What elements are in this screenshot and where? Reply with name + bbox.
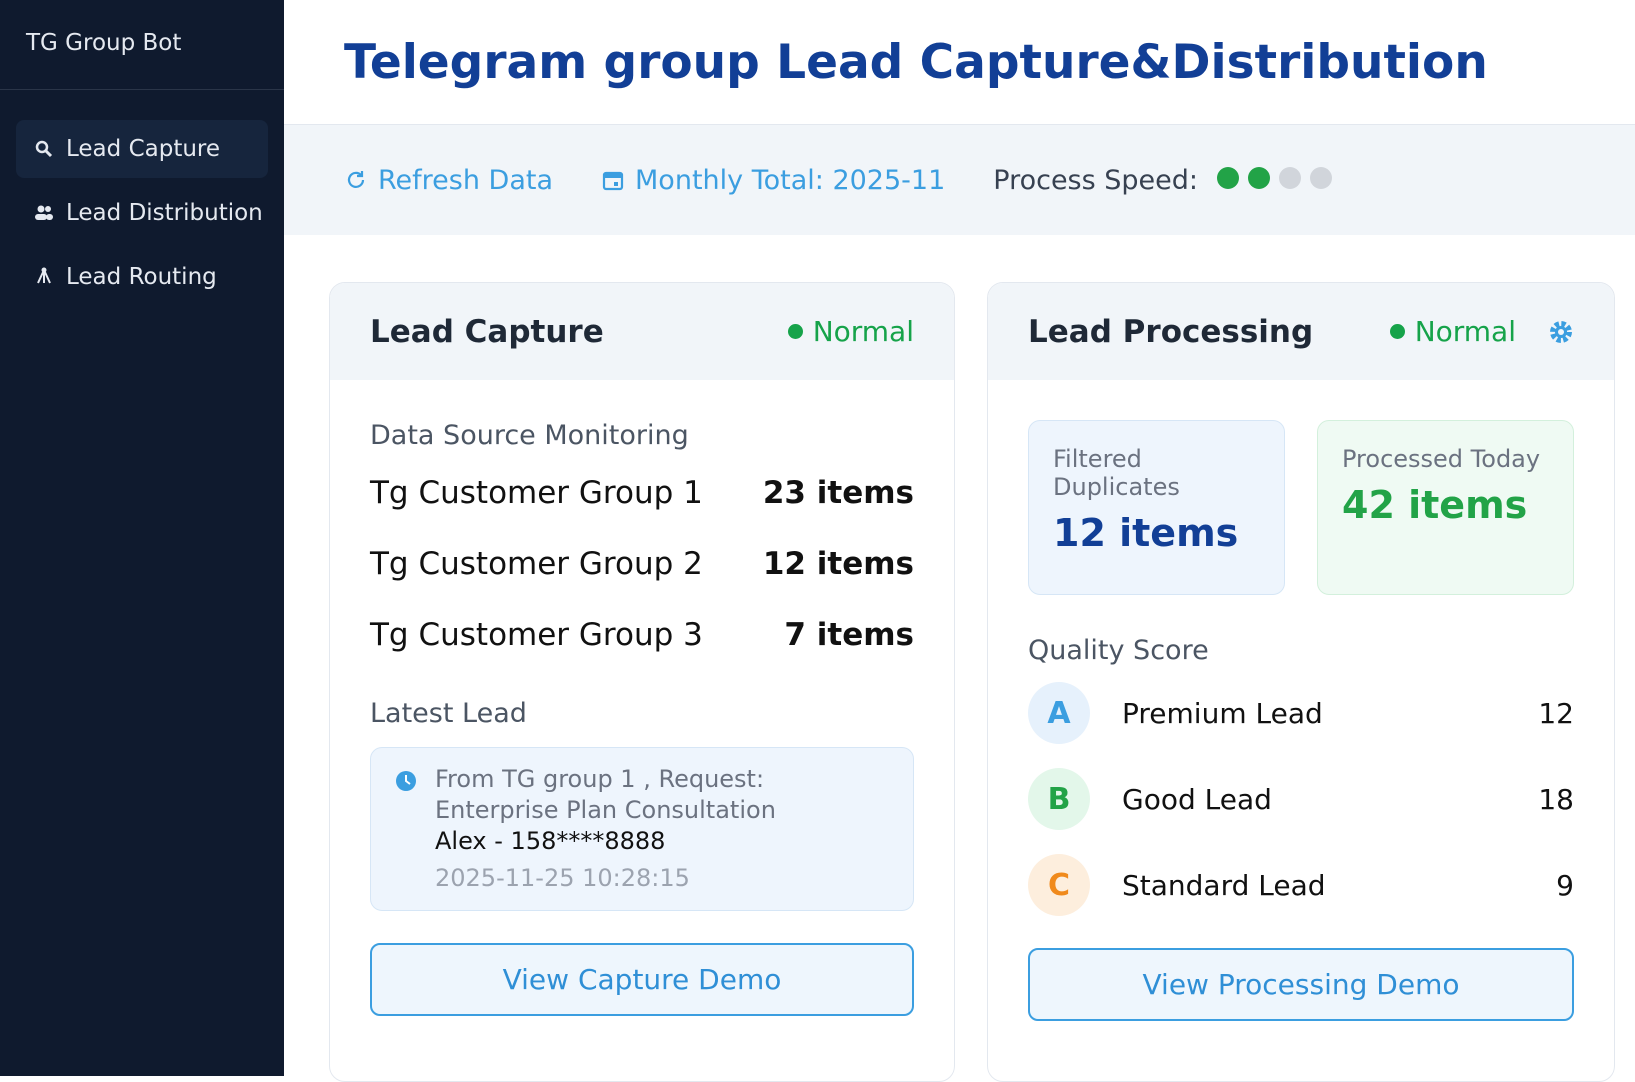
lead-text: From TG group 1 , Request: Enterprise Pl…	[435, 765, 776, 824]
speed-dot	[1279, 166, 1302, 189]
stats: Filtered Duplicates 12 items Processed To…	[1028, 420, 1574, 595]
brand: TG Group Bot	[0, 0, 284, 90]
clock-icon	[396, 771, 416, 791]
source-name: Tg Customer Group 3	[370, 616, 703, 653]
source-row: Tg Customer Group 1 23 items	[370, 457, 914, 528]
processing-demo-button[interactable]: View Processing Demo	[1028, 948, 1574, 1021]
capture-demo-button[interactable]: View Capture Demo	[370, 943, 914, 1016]
stat-box: Filtered Duplicates 12 items	[1028, 420, 1285, 595]
nav-item[interactable]: Lead Capture	[16, 120, 268, 178]
capture-card: Lead Capture Normal Data Source Monitorin…	[329, 282, 955, 1082]
grade-label: Premium Lead	[1122, 696, 1323, 730]
status: Normal	[787, 315, 914, 348]
header: Telegram group Lead Capture&Distribution	[284, 0, 1635, 125]
source-name: Tg Customer Group 1	[370, 474, 703, 511]
speed-dot	[1217, 166, 1240, 189]
grade-label: Good Lead	[1122, 782, 1272, 816]
speed-dots	[1208, 165, 1333, 196]
page-title: Telegram group Lead Capture&Distribution	[344, 35, 1488, 90]
latest-lead: From TG group 1 , Request: Enterprise Pl…	[370, 747, 914, 911]
nav-label: Lead Routing	[66, 264, 217, 290]
toolbar: Refresh Data Monthly Total: 2025-11 Proc…	[284, 125, 1635, 235]
section-heading: Quality Score	[1028, 635, 1209, 666]
settings-icon[interactable]	[1548, 319, 1574, 345]
source-row: Tg Customer Group 2 12 items	[370, 528, 914, 599]
nav-item[interactable]: Lead Distribution	[16, 184, 268, 242]
source-count: 7 items	[784, 616, 914, 653]
speed-dot	[1310, 166, 1333, 189]
source-list: Tg Customer Group 1 23 items Tg Customer G…	[370, 457, 914, 670]
refresh-icon	[347, 171, 365, 188]
calendar-icon	[602, 171, 624, 191]
nav-label: Lead Capture	[66, 136, 221, 162]
stat-value: 12 items	[1053, 511, 1239, 555]
grade-count: 9	[1556, 868, 1574, 902]
card-title: Lead Capture	[370, 313, 604, 350]
grade-row: A Premium Lead 12	[1028, 670, 1574, 756]
speed-label: Process Speed:	[993, 164, 1199, 196]
card-header: Lead Processing Normal	[988, 283, 1614, 380]
lead-time: 2025-11-25 10:28:15	[435, 864, 690, 892]
search-icon	[35, 140, 53, 158]
processing-card: Lead Processing Normal Filtered Duplicate…	[987, 282, 1615, 1082]
routing-icon	[37, 267, 51, 284]
status-text: Normal	[812, 315, 914, 348]
refresh-label: Refresh Data	[378, 164, 554, 196]
users-icon	[35, 205, 53, 220]
grade-row: C Standard Lead 9	[1028, 842, 1574, 928]
monthly-total[interactable]: Monthly Total: 2025-11	[601, 165, 945, 196]
status-text: Normal	[1414, 315, 1516, 348]
section-heading: Data Source Monitoring	[370, 420, 689, 451]
card-body: Data Source Monitoring Tg Customer Group…	[330, 420, 954, 1016]
nav-item[interactable]: Lead Routing	[16, 248, 268, 306]
source-row: Tg Customer Group 3 7 items	[370, 599, 914, 670]
card-body: Filtered Duplicates 12 items Processed To…	[988, 420, 1614, 1021]
nav: Lead Capture Lead Distribution Lead Rout…	[0, 90, 284, 306]
status: Normal	[1389, 315, 1516, 348]
grade-count: 18	[1538, 782, 1574, 816]
grade-row: B Good Lead 18	[1028, 756, 1574, 842]
grade-count: 12	[1538, 696, 1574, 730]
grade-list: A Premium Lead 12 B Good Lead 18 C Standard Lea…	[1028, 670, 1574, 928]
grade-label: Standard Lead	[1122, 868, 1326, 902]
source-count: 12 items	[762, 545, 914, 582]
process-speed: Process Speed:	[993, 164, 1333, 196]
card-header: Lead Capture Normal	[330, 283, 954, 380]
stat-value: 42 items	[1342, 483, 1528, 527]
monthly-label: Monthly Total: 2025-11	[635, 164, 946, 196]
card-title: Lead Processing	[1028, 313, 1314, 350]
section-heading: Latest Lead	[370, 698, 527, 729]
refresh-button[interactable]: Refresh Data	[344, 165, 553, 196]
source-count: 23 items	[762, 474, 914, 511]
stat-label: Filtered Duplicates	[1053, 445, 1180, 501]
speed-dot	[1248, 166, 1271, 189]
grade-badge: A	[1028, 682, 1090, 744]
sidebar: TG Group Bot Lead Capture Lead Distribut…	[0, 0, 284, 1076]
source-name: Tg Customer Group 2	[370, 545, 703, 582]
stat-label: Processed Today	[1342, 445, 1541, 473]
grade-badge: B	[1028, 768, 1090, 830]
stat-box: Processed Today 42 items	[1317, 420, 1574, 595]
lead-contact: Alex - 158****8888	[435, 827, 666, 855]
nav-label: Lead Distribution	[66, 200, 263, 226]
grade-badge: C	[1028, 854, 1090, 916]
